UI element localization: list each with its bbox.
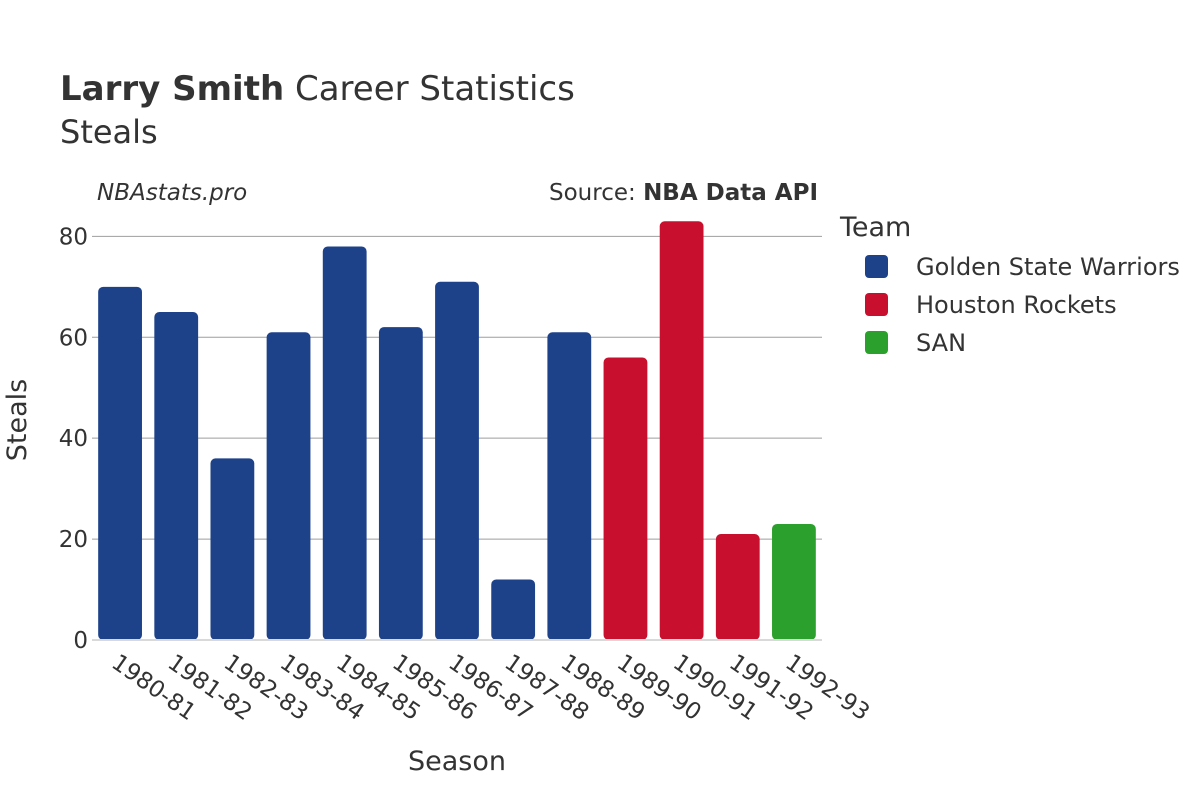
bar[interactable] (266, 332, 311, 640)
y-tick-label: 40 (59, 426, 88, 452)
y-axis-title: Steals (2, 379, 33, 461)
x-axis-title: Season (408, 746, 506, 777)
bar[interactable] (547, 332, 592, 640)
legend: Team Golden State Warriors Houston Rocke… (839, 212, 1180, 357)
bar[interactable] (98, 286, 142, 640)
chart-title-bold: Larry Smith (60, 69, 284, 109)
legend-label: Houston Rockets (916, 291, 1117, 319)
bar[interactable] (772, 523, 816, 640)
bar[interactable] (322, 246, 367, 641)
watermark: NBAstats.pro (97, 180, 247, 206)
legend-item[interactable]: Houston Rockets (865, 291, 1117, 319)
source-name: NBA Data API (643, 180, 818, 206)
source-note: Source: NBA Data API (549, 180, 818, 206)
bar[interactable] (210, 458, 255, 640)
bar[interactable] (659, 221, 704, 640)
bar[interactable] (435, 281, 479, 640)
y-axis-ticks: 0 20 40 60 80 (59, 224, 88, 654)
source-prefix: Source: (549, 180, 643, 206)
chart-title-rest: Career Statistics (284, 69, 575, 109)
legend-label: SAN (916, 329, 966, 357)
y-tick-label: 60 (59, 325, 88, 351)
legend-item[interactable]: SAN (865, 329, 966, 357)
bar[interactable] (715, 534, 760, 640)
chart-title: Larry Smith Career Statistics (60, 69, 575, 109)
legend-label: Golden State Warriors (916, 253, 1180, 281)
legend-swatch-san (865, 331, 888, 354)
chart-subtitle: Steals (60, 113, 158, 151)
legend-swatch-golden-state-warriors (865, 255, 888, 278)
bar[interactable] (378, 327, 423, 640)
bar[interactable] (154, 312, 199, 640)
bars (98, 221, 816, 641)
bar[interactable] (603, 357, 648, 640)
bar[interactable] (491, 579, 536, 640)
x-axis-ticks: 1980-811981-821982-831983-841984-851985-… (107, 650, 874, 726)
legend-title: Team (839, 212, 911, 243)
y-tick-label: 20 (59, 527, 88, 553)
legend-swatch-houston-rockets (865, 293, 888, 316)
legend-item[interactable]: Golden State Warriors (865, 253, 1180, 281)
y-tick-label: 0 (73, 628, 88, 654)
y-tick-label: 80 (59, 224, 88, 250)
